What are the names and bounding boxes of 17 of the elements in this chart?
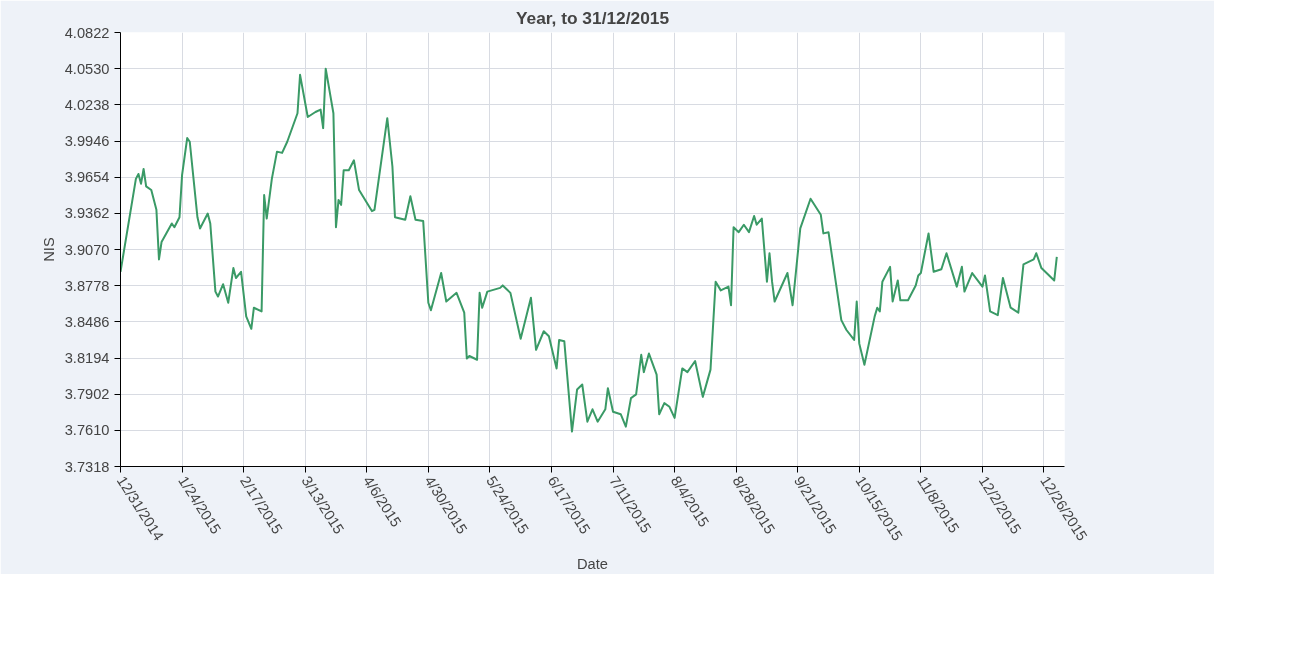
x-axis-title: Date: [577, 555, 608, 572]
y-tick-label: 3.9070: [64, 241, 110, 258]
y-tick-label: 3.7610: [64, 422, 110, 439]
y-tick-label: 4.0238: [64, 96, 110, 113]
y-tick-label: 3.8778: [64, 277, 110, 294]
y-tick-label: 3.7318: [64, 458, 110, 475]
chart-title: Year, to 31/12/2015: [515, 7, 670, 28]
y-tick-label: 3.8194: [64, 350, 110, 366]
y-tick-label: 3.9654: [64, 169, 110, 186]
line-series: [120, 67, 1058, 433]
y-axis-title: NIS: [40, 237, 57, 262]
y-tick-label: 3.8486: [64, 313, 110, 330]
y-tick-label: 3.9946: [64, 133, 110, 149]
y-tick-label: 3.7902: [64, 386, 110, 403]
y-tick-label: 4.0530: [64, 60, 110, 77]
y-tick-label: 4.0822: [64, 24, 110, 41]
y-tick-label: 3.9362: [64, 205, 110, 222]
